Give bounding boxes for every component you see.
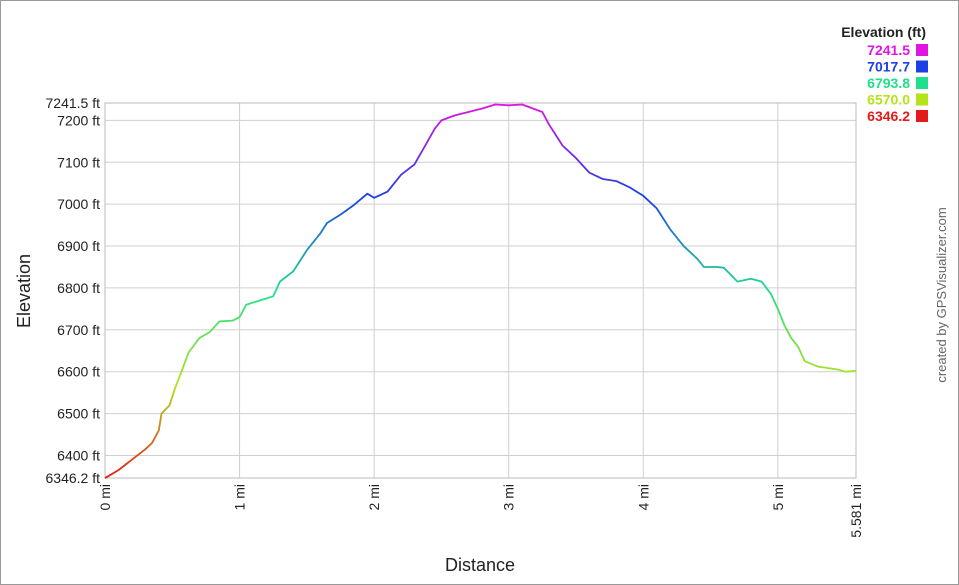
legend-swatch [916, 110, 928, 122]
x-tick-label: 0 mi [97, 484, 113, 510]
credit: created by GPSVisualizer.com [934, 207, 949, 382]
y-tick-label: 6500 ft [57, 406, 100, 422]
legend-label: 6793.8 [867, 75, 910, 91]
y-axis-label: Elevation [14, 254, 34, 328]
y-tick-label: 7200 ft [57, 112, 100, 128]
elevation-line [104, 103, 857, 479]
y-tick-label: 7241.5 ft [46, 95, 101, 111]
x-tick-label: 3 mi [501, 484, 517, 510]
legend-swatch [916, 44, 928, 56]
legend-swatch [916, 77, 928, 89]
y-tick-label: 6700 ft [57, 322, 100, 338]
x-tick-label: 4 mi [635, 484, 651, 510]
plot-border [104, 102, 857, 479]
y-tick-label: 6800 ft [57, 280, 100, 296]
y-tick-label: 6900 ft [57, 238, 100, 254]
y-tick-label: 6400 ft [57, 447, 100, 463]
legend-label: 6570.0 [867, 92, 910, 108]
y-tick-label: 7100 ft [57, 154, 100, 170]
legend-label: 7017.7 [867, 59, 910, 75]
x-tick-label: 5.581 mi [848, 484, 864, 538]
x-axis-label: Distance [445, 555, 515, 575]
legend-title: Elevation (ft) [841, 24, 926, 40]
x-tick-label: 5 mi [770, 484, 786, 510]
legend-label: 7241.5 [867, 42, 910, 58]
legend-label: 6346.2 [867, 108, 910, 124]
legend-swatch [916, 93, 928, 106]
y-tick-label: 6346.2 ft [46, 470, 101, 486]
x-tick-label: 1 mi [232, 484, 248, 510]
legend-swatch [916, 60, 928, 73]
y-tick-label: 7000 ft [57, 196, 100, 212]
x-tick-label: 2 mi [366, 484, 382, 510]
y-tick-label: 6600 ft [57, 364, 100, 380]
